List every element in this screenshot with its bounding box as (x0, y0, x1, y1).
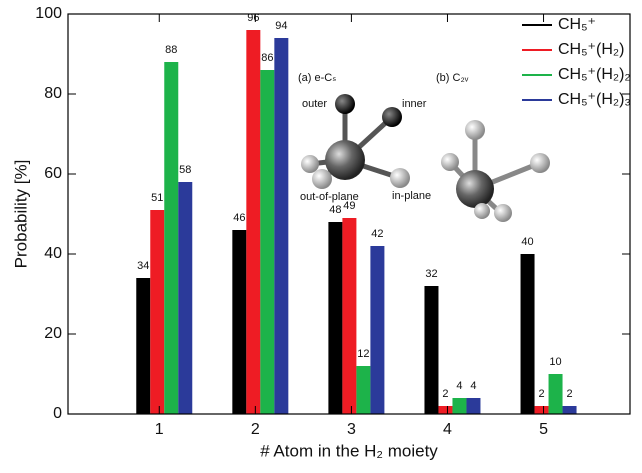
y-tick-label: 80 (44, 85, 62, 102)
x-tick-label: 5 (539, 421, 548, 438)
value-label: 2 (538, 388, 544, 400)
value-label: 42 (371, 228, 383, 240)
bar (424, 286, 438, 414)
bar (563, 406, 577, 414)
bar (246, 30, 260, 414)
bar (452, 398, 466, 414)
value-label: 2 (566, 388, 572, 400)
value-label: 12 (357, 348, 369, 360)
value-label: 58 (179, 164, 191, 176)
bar (370, 246, 384, 414)
annotation: (b) C₂ᵥ (436, 72, 469, 84)
legend-label: CH₅⁺ (558, 16, 596, 33)
legend-label: CH₅⁺(H₂)₃ (558, 91, 631, 108)
value-label: 2 (442, 388, 448, 400)
bar (521, 254, 535, 414)
y-tick-label: 20 (44, 325, 62, 342)
y-tick-label: 0 (53, 405, 62, 422)
bar (466, 398, 480, 414)
x-tick-label: 2 (251, 421, 260, 438)
bar (164, 62, 178, 414)
legend-label: CH₅⁺(H₂)₂ (558, 66, 631, 83)
annotation: (a) e-Cₛ (298, 72, 336, 84)
bar (328, 222, 342, 414)
value-label: 48 (329, 204, 341, 216)
bar (150, 210, 164, 414)
x-tick-label: 4 (443, 421, 452, 438)
bar (178, 182, 192, 414)
bar (342, 218, 356, 414)
value-label: 88 (165, 44, 177, 56)
bar (136, 278, 150, 414)
value-label: 86 (261, 52, 273, 64)
annotation: inner (402, 98, 427, 110)
value-label: 4 (470, 380, 476, 392)
legend-label: CH₅⁺(H₂) (558, 41, 624, 58)
value-label: 4 (456, 380, 462, 392)
bar (274, 38, 288, 414)
x-tick-label: 3 (347, 421, 356, 438)
value-label: 10 (549, 356, 561, 368)
value-label: 51 (151, 192, 163, 204)
value-label: 46 (233, 212, 245, 224)
bar (549, 374, 563, 414)
annotation: outer (302, 98, 327, 110)
y-tick-label: 100 (35, 5, 62, 22)
y-axis-label: Probability [%] (11, 160, 30, 269)
value-label: 94 (275, 20, 287, 32)
value-label: 49 (343, 200, 355, 212)
annotation: in-plane (392, 190, 431, 202)
value-label: 34 (137, 260, 149, 272)
x-axis-label: # Atom in the H₂ moiety (260, 441, 438, 460)
chart: (a) e-Cₛ (b) C₂ᵥ outer inner out-of-plan… (0, 0, 642, 468)
y-tick-label: 40 (44, 245, 62, 262)
value-label: 40 (521, 236, 533, 248)
bar (535, 406, 549, 414)
bar (438, 406, 452, 414)
x-tick-label: 1 (155, 421, 164, 438)
bar (260, 70, 274, 414)
value-label: 32 (425, 268, 437, 280)
bar (356, 366, 370, 414)
y-tick-label: 60 (44, 165, 62, 182)
bar (232, 230, 246, 414)
